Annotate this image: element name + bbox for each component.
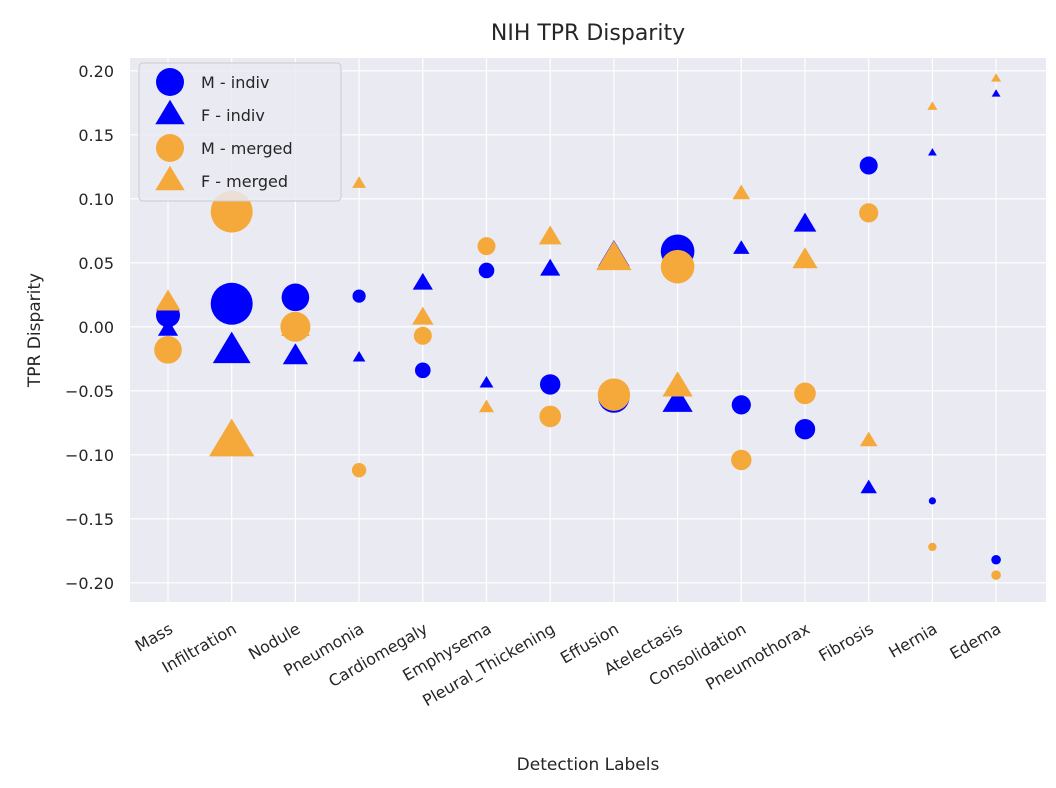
point-0-1 [210,282,253,325]
x-tick-label: Mass [132,619,176,656]
point-0-10 [794,419,816,440]
point-1-3 [352,351,366,362]
point-1-11 [860,479,877,494]
legend-label: F - merged [201,172,288,191]
point-3-5 [478,399,495,413]
point-2-5 [477,237,496,256]
point-1-13 [991,89,1001,97]
point-3-4 [412,306,434,325]
point-0-9 [731,395,751,415]
x-tick-label: Hernia [885,619,940,662]
point-3-7 [596,240,632,271]
y-tick-label: −0.10 [65,446,114,465]
point-3-12 [927,101,938,110]
x-axis-label: Detection Labels [517,755,660,775]
y-axis-label: TPR Disparity [25,273,45,388]
point-1-9 [733,240,750,254]
point-1-12 [927,148,937,156]
point-3-13 [991,73,1002,82]
point-1-2 [282,343,308,365]
point-1-0 [157,318,179,336]
y-tick-label: −0.05 [65,382,114,401]
point-3-6 [538,225,562,245]
point-0-13 [991,554,1001,565]
y-tick-label: −0.15 [65,510,114,529]
x-tick-label: Edema [947,619,1005,663]
point-1-10 [793,212,817,232]
point-1-6 [540,258,561,276]
point-2-0 [154,336,182,364]
legend-marker [155,99,185,125]
point-0-4 [415,362,431,379]
point-3-3 [352,176,367,188]
point-0-6 [540,374,561,395]
legend-marker [155,165,185,191]
point-2-8 [660,249,695,284]
point-2-11 [859,203,879,223]
point-3-11 [859,431,878,447]
legend-label: M - indiv [201,73,269,92]
point-3-10 [792,247,818,269]
point-0-2 [281,283,310,312]
chart-title: NIH TPR Disparity [491,21,685,46]
legend-marker [156,68,184,96]
y-tick-label: 0.15 [78,126,114,145]
y-tick-label: 0.10 [78,190,114,209]
point-3-1 [209,418,255,457]
legend-marker [156,134,184,162]
legend-label: M - merged [201,139,293,158]
y-tick-label: 0.05 [78,254,114,273]
point-3-9 [732,184,751,200]
point-1-1 [212,331,251,364]
data-marks [154,73,1002,580]
point-1-4 [412,272,433,290]
x-tick-label: Fibrosis [815,619,876,665]
point-2-12 [928,542,937,552]
point-2-4 [413,326,432,345]
point-0-3 [352,289,366,303]
y-tick-label: 0.20 [78,62,114,81]
y-tick-label: −0.20 [65,574,114,593]
point-3-8 [662,371,693,397]
legend-box [138,62,342,202]
point-2-13 [991,570,1001,580]
point-2-10 [794,382,816,405]
y-tick-label: 0.00 [78,318,114,337]
point-0-5 [478,262,495,279]
point-2-6 [539,405,561,428]
legend: M - indiv F - indiv M - merged F - merged [138,62,342,202]
point-2-7 [597,378,631,411]
point-1-8 [662,386,693,412]
series-3 [155,73,1002,457]
point-2-3 [351,462,367,478]
point-0-12 [928,497,937,505]
point-0-11 [859,156,878,175]
legend-label: F - indiv [201,106,265,125]
point-1-5 [479,375,494,388]
point-3-2 [280,311,310,336]
point-2-9 [731,449,752,471]
point-3-0 [155,289,181,311]
y-ticks: −0.20 −0.15 −0.10 −0.05 0.00 0.05 0.10 0.15 0.20 [65,62,114,593]
